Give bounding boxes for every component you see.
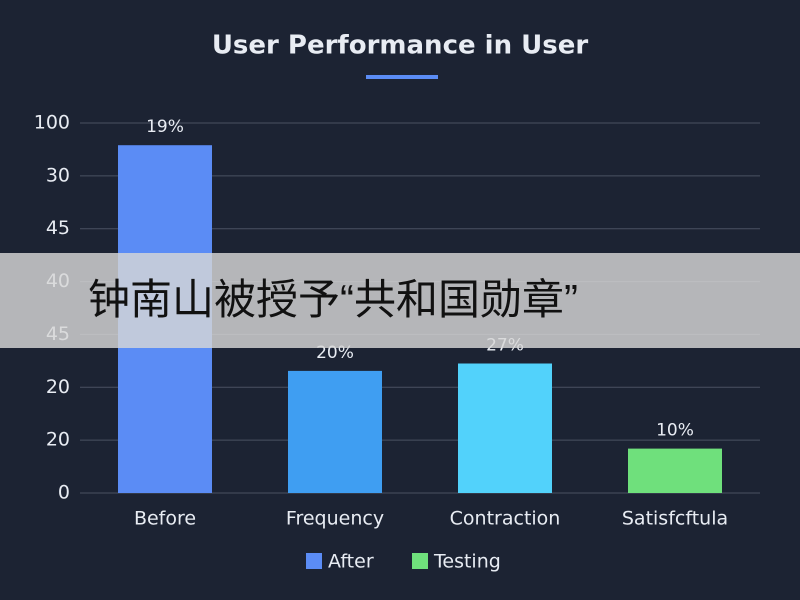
overlay-banner — [0, 253, 800, 348]
title-underline — [366, 75, 438, 79]
y-tick-label: 30 — [46, 164, 70, 186]
y-tick-label: 0 — [58, 482, 70, 504]
x-tick-label: Satisfcftula — [622, 508, 728, 530]
chart-title: User Performance in User — [212, 31, 589, 61]
x-tick-label: Frequency — [286, 508, 384, 530]
x-tick-label: Contraction — [450, 508, 561, 530]
y-tick-label: 20 — [46, 376, 70, 398]
y-tick-label: 45 — [46, 217, 70, 239]
legend-swatch — [306, 553, 322, 569]
legend-label: Testing — [433, 551, 501, 573]
bar — [628, 448, 722, 493]
x-tick-label: Before — [134, 508, 196, 530]
y-tick-label: 20 — [46, 429, 70, 451]
legend-label: After — [328, 551, 374, 573]
value-label: 10% — [656, 421, 694, 441]
bar — [458, 363, 552, 493]
legend-swatch — [412, 553, 428, 569]
value-label: 19% — [146, 117, 184, 137]
overlay-caption: 钟南山被授予“共和国勋章” — [88, 276, 578, 323]
bar — [288, 370, 382, 493]
y-tick-label: 100 — [34, 112, 70, 134]
